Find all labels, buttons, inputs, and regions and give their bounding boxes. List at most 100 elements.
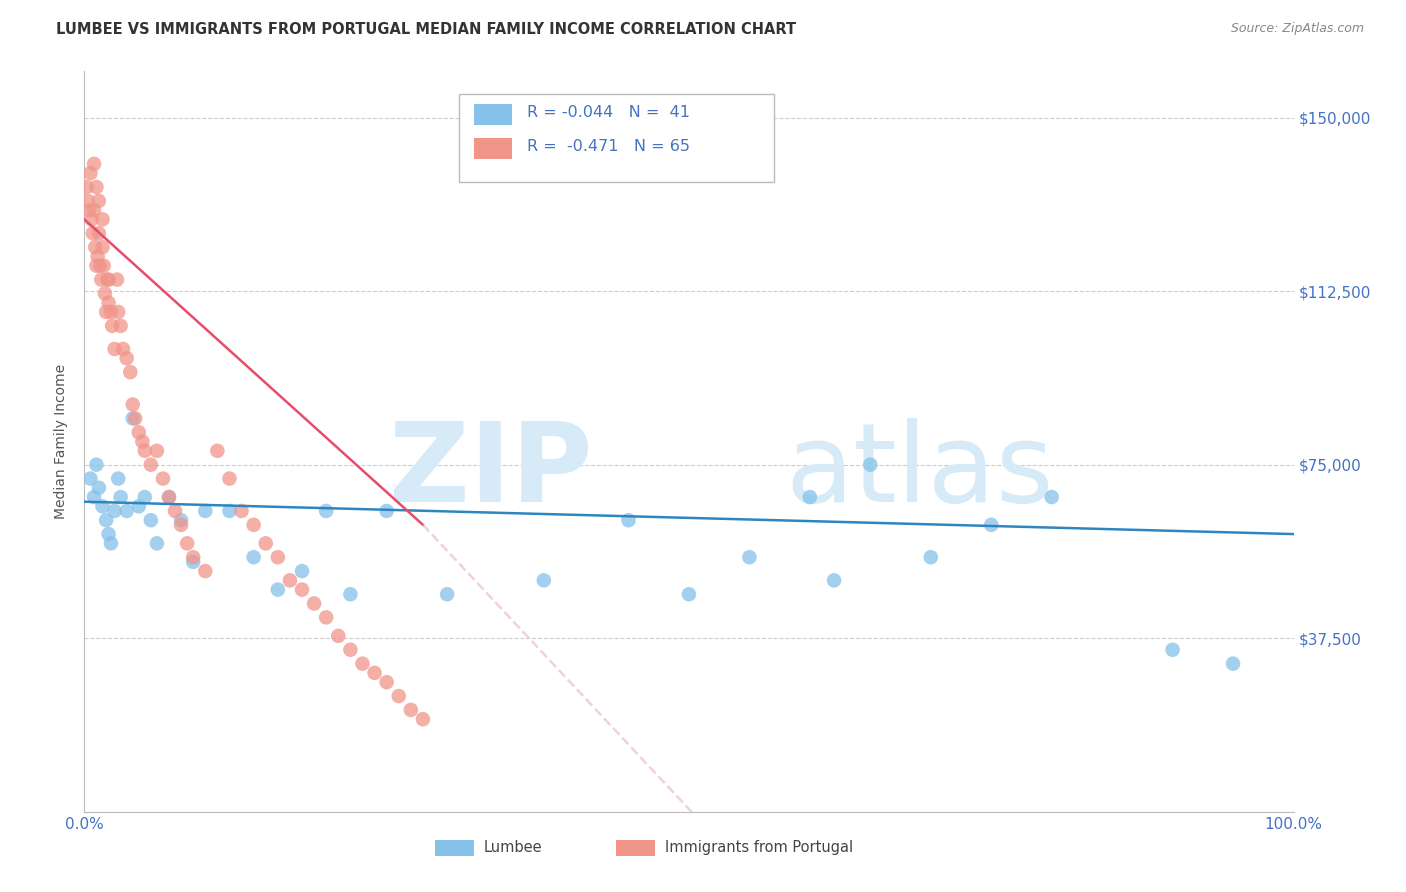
Point	[920, 550, 942, 565]
Point	[76, 180, 98, 194]
Bar	[474, 104, 512, 125]
Text: Source: ZipAtlas.com: Source: ZipAtlas.com	[1230, 22, 1364, 36]
Point	[152, 471, 174, 485]
Point	[291, 582, 314, 597]
Point	[94, 305, 117, 319]
Point	[86, 259, 108, 273]
Point	[363, 665, 385, 680]
Point	[110, 318, 132, 333]
Point	[83, 203, 105, 218]
Point	[91, 500, 114, 514]
Point	[315, 504, 337, 518]
Point	[86, 250, 108, 264]
Point	[94, 513, 117, 527]
Point	[799, 490, 821, 504]
Point	[412, 712, 434, 726]
Point	[139, 458, 162, 472]
Point	[146, 536, 169, 550]
Text: LUMBEE VS IMMIGRANTS FROM PORTUGAL MEDIAN FAMILY INCOME CORRELATION CHART: LUMBEE VS IMMIGRANTS FROM PORTUGAL MEDIA…	[56, 22, 796, 37]
Point	[176, 536, 198, 550]
Text: Immigrants from Portugal: Immigrants from Portugal	[665, 840, 853, 855]
Point	[79, 471, 101, 485]
Point	[100, 536, 122, 550]
Point	[157, 490, 180, 504]
Point	[110, 490, 132, 504]
Point	[339, 587, 361, 601]
Bar	[474, 138, 512, 159]
Point	[97, 295, 120, 310]
Text: R = -0.044   N =  41: R = -0.044 N = 41	[527, 104, 690, 120]
Point	[315, 610, 337, 624]
Point	[399, 703, 422, 717]
Point	[79, 166, 101, 180]
Point	[980, 517, 1002, 532]
Point	[146, 443, 169, 458]
Point	[87, 194, 110, 208]
Point	[1222, 657, 1244, 671]
Point	[181, 550, 204, 565]
Point	[90, 272, 112, 286]
Point	[267, 550, 290, 565]
Point	[375, 504, 398, 518]
Point	[134, 490, 156, 504]
Text: atlas: atlas	[786, 417, 1054, 524]
Point	[128, 425, 150, 440]
Point	[100, 305, 122, 319]
Point	[121, 411, 143, 425]
Point	[242, 550, 264, 565]
Point	[617, 513, 640, 527]
Point	[165, 504, 187, 518]
Point	[87, 481, 110, 495]
Point	[89, 259, 111, 273]
Point	[170, 517, 193, 532]
Point	[242, 517, 264, 532]
Point	[352, 657, 374, 671]
Point	[302, 597, 325, 611]
Y-axis label: Median Family Income: Median Family Income	[55, 364, 69, 519]
Point	[97, 527, 120, 541]
Point	[339, 642, 361, 657]
Point	[77, 194, 100, 208]
FancyBboxPatch shape	[460, 94, 773, 183]
Point	[96, 272, 118, 286]
Point	[104, 504, 127, 518]
Point	[218, 504, 240, 518]
Point	[328, 629, 350, 643]
Point	[107, 305, 129, 319]
Point	[80, 212, 103, 227]
Point	[91, 240, 114, 254]
Point	[87, 227, 110, 241]
Point	[94, 286, 117, 301]
Point	[388, 689, 411, 703]
Point	[267, 582, 290, 597]
Point	[181, 555, 204, 569]
Point	[83, 490, 105, 504]
Text: Lumbee: Lumbee	[484, 840, 541, 855]
Point	[1161, 642, 1184, 657]
Text: ZIP: ZIP	[389, 417, 592, 524]
Point	[82, 227, 104, 241]
Point	[207, 443, 229, 458]
Point	[107, 471, 129, 485]
Point	[678, 587, 700, 601]
Point	[120, 365, 142, 379]
Point	[131, 434, 153, 449]
Point	[93, 259, 115, 273]
Text: R =  -0.471   N = 65: R = -0.471 N = 65	[527, 139, 690, 154]
Point	[86, 458, 108, 472]
Bar	[434, 840, 474, 856]
Point	[105, 272, 128, 286]
Point	[194, 504, 217, 518]
Point	[115, 351, 138, 366]
Point	[104, 342, 127, 356]
Point	[170, 513, 193, 527]
Point	[157, 490, 180, 504]
Point	[436, 587, 458, 601]
Point	[115, 504, 138, 518]
Point	[291, 564, 314, 578]
Point	[194, 564, 217, 578]
Bar	[616, 840, 655, 856]
Point	[91, 212, 114, 227]
Point	[84, 240, 107, 254]
Point	[859, 458, 882, 472]
